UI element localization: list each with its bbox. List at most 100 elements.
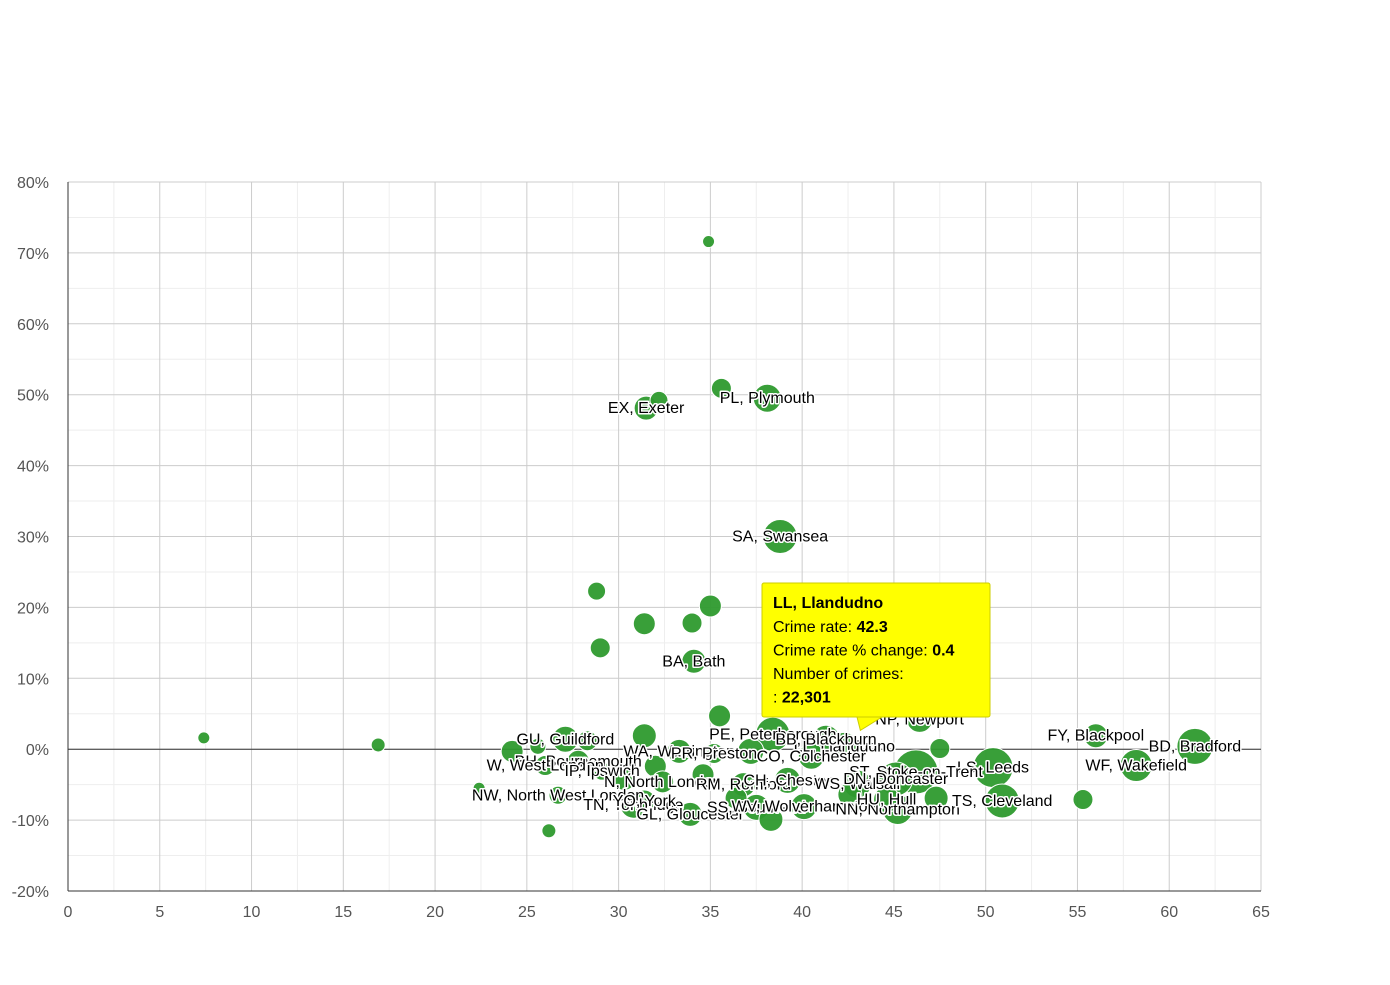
tooltip-row-label: : bbox=[773, 690, 782, 707]
bubble[interactable] bbox=[1083, 723, 1109, 749]
bubble-label: LL, Llandudno bbox=[794, 738, 896, 755]
x-tick-label: 35 bbox=[701, 904, 719, 921]
bubble[interactable] bbox=[1119, 749, 1153, 783]
tooltip-row-value: 22,301 bbox=[782, 690, 831, 707]
bubble[interactable] bbox=[762, 519, 798, 554]
bubble[interactable] bbox=[529, 737, 547, 755]
x-tick-label: 60 bbox=[1160, 904, 1178, 921]
tooltip-row-label: Crime rate % change: bbox=[773, 643, 932, 660]
bubble-label: YO, York bbox=[613, 793, 677, 810]
x-tick-label: 55 bbox=[1069, 904, 1087, 921]
bubble-label: NW, North West London bbox=[472, 787, 644, 804]
tooltip-row: : 22,301 bbox=[773, 690, 831, 707]
bubble-label: WS, Walsall bbox=[814, 776, 900, 793]
tooltip-row: Number of crimes: bbox=[773, 666, 904, 683]
bubble[interactable] bbox=[589, 637, 611, 659]
y-tick-label: -10% bbox=[12, 813, 49, 830]
bubble[interactable] bbox=[984, 783, 1020, 819]
bubble-label: PE, Peterborough bbox=[709, 726, 836, 743]
bubble-label: CH, Chester bbox=[743, 772, 832, 789]
y-tick-label: 30% bbox=[17, 530, 49, 547]
bubble[interactable] bbox=[923, 785, 949, 811]
x-tick-label: 10 bbox=[243, 904, 261, 921]
y-axis-ticks: -20% -10% 0% 10% 20% 30% 40% 50% 60% 70% 80% bbox=[12, 175, 49, 901]
y-tick-label: 0% bbox=[26, 742, 49, 759]
bubble[interactable] bbox=[710, 377, 732, 399]
bubble[interactable] bbox=[698, 594, 722, 618]
bubbles bbox=[197, 235, 1214, 839]
tooltip: LL, Llandudno Crime rate: 42.3 Crime rate … bbox=[761, 582, 991, 732]
bubble[interactable] bbox=[773, 766, 801, 794]
bubble-label: NN, Northampton bbox=[835, 801, 960, 818]
x-tick-label: 20 bbox=[426, 904, 444, 921]
y-tick-label: -20% bbox=[12, 884, 49, 901]
bubble[interactable] bbox=[197, 731, 211, 745]
bubble[interactable] bbox=[1072, 789, 1094, 811]
bubble[interactable] bbox=[566, 749, 590, 773]
bubble[interactable] bbox=[752, 383, 782, 413]
bubble[interactable] bbox=[541, 823, 557, 839]
bubble-label: GL, Gloucester bbox=[636, 806, 744, 823]
tooltip-row: Crime rate: 42.3 bbox=[773, 619, 888, 636]
bubble[interactable] bbox=[797, 742, 825, 770]
bubble[interactable] bbox=[534, 755, 556, 777]
bubble-label: IP, Ipswich bbox=[564, 763, 639, 780]
bubble[interactable] bbox=[632, 789, 656, 813]
x-tick-label: 40 bbox=[793, 904, 811, 921]
y-tick-label: 70% bbox=[17, 246, 49, 263]
bubble[interactable] bbox=[587, 581, 607, 601]
bubble-label: CO, Colchester bbox=[757, 748, 867, 765]
bubble[interactable] bbox=[837, 782, 863, 808]
bubble-label: EX, Exeter bbox=[608, 400, 685, 417]
bubble[interactable] bbox=[703, 742, 725, 764]
bubble[interactable] bbox=[631, 723, 657, 749]
bubble-label: TN, Tonbridge bbox=[583, 797, 683, 814]
bubble[interactable] bbox=[702, 235, 716, 249]
bubble[interactable] bbox=[548, 785, 568, 805]
bubble[interactable] bbox=[708, 704, 732, 728]
tooltip-row: Crime rate % change: 0.4 bbox=[773, 643, 955, 660]
bubble[interactable] bbox=[370, 737, 386, 753]
bubble[interactable] bbox=[576, 730, 598, 752]
bubble[interactable] bbox=[681, 648, 707, 674]
tooltip-row-label: Number of crimes: bbox=[773, 666, 904, 683]
bubble[interactable] bbox=[632, 612, 656, 636]
y-tick-label: 10% bbox=[17, 671, 49, 688]
x-tick-label: 65 bbox=[1252, 904, 1270, 921]
bubble[interactable] bbox=[592, 761, 612, 781]
bubble-label: BH, Bournemouth bbox=[515, 753, 642, 770]
bubble-label: WV, Wolverhampton bbox=[732, 799, 877, 816]
bubble[interactable] bbox=[500, 739, 524, 763]
x-axis-ticks: 0 5 10 15 20 25 30 35 40 45 50 55 60 65 bbox=[64, 904, 1270, 921]
bubble[interactable] bbox=[737, 737, 765, 765]
tooltip-row-label: Crime rate: bbox=[773, 619, 857, 636]
bubble-label: PR, Preston bbox=[671, 745, 757, 762]
bubble-label: FY, Blackpool bbox=[1047, 728, 1144, 745]
y-tick-label: 20% bbox=[17, 600, 49, 617]
x-tick-label: 0 bbox=[64, 904, 73, 921]
y-tick-label: 50% bbox=[17, 388, 49, 405]
bubble-label: SS, Southend bbox=[707, 799, 806, 816]
bubble[interactable] bbox=[472, 781, 486, 795]
bubble[interactable] bbox=[666, 738, 692, 764]
bubble-label: LS, Leeds bbox=[957, 760, 1029, 777]
bubble[interactable] bbox=[873, 786, 901, 814]
bubble[interactable] bbox=[724, 786, 748, 810]
bubble-label: SA, Swansea bbox=[732, 529, 828, 546]
x-tick-label: 50 bbox=[977, 904, 995, 921]
bubble-label: W, West London bbox=[487, 758, 604, 775]
bubble[interactable] bbox=[691, 763, 715, 787]
bubble[interactable] bbox=[790, 793, 818, 821]
bubble[interactable] bbox=[681, 612, 703, 634]
bubble[interactable] bbox=[758, 806, 784, 832]
tooltip-row-value: 0.4 bbox=[932, 643, 954, 660]
bubble-label: DN, Doncaster bbox=[843, 771, 949, 788]
bubble[interactable] bbox=[649, 390, 669, 410]
bubble[interactable] bbox=[677, 801, 703, 827]
bubble[interactable] bbox=[651, 770, 675, 794]
x-tick-label: 5 bbox=[155, 904, 164, 921]
bubble[interactable] bbox=[929, 737, 951, 759]
bubble[interactable] bbox=[1176, 727, 1214, 765]
axes bbox=[67, 182, 1261, 892]
bubble[interactable] bbox=[611, 765, 637, 791]
